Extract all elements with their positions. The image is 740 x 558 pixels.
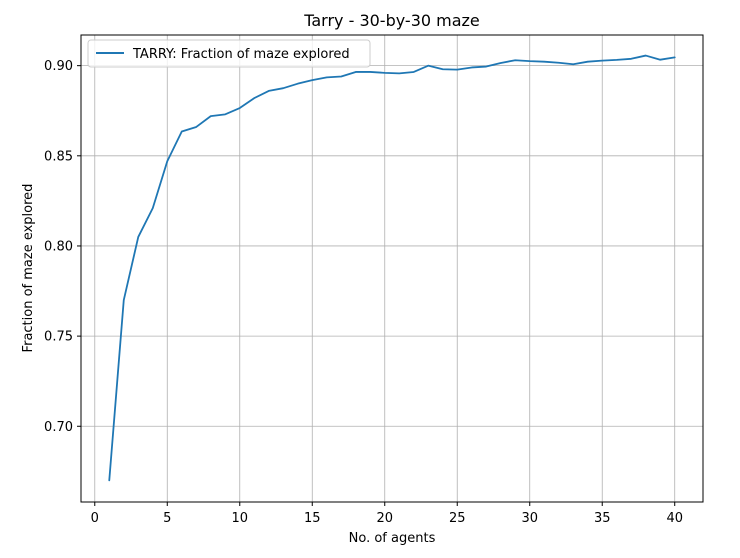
plot-area: 0 5 10 15 20 25 30 35 40 0.70 0.75 0.80 0.85 0.90 xyxy=(44,34,704,526)
x-tick-label: 30 xyxy=(521,511,538,526)
x-tick-label: 25 xyxy=(449,511,466,526)
x-axis-label: No. of agents xyxy=(349,531,436,546)
y-axis-label: Fraction of maze explored xyxy=(21,184,36,353)
y-tick-label: 0.80 xyxy=(44,239,73,254)
y-tick-label: 0.90 xyxy=(44,59,73,74)
x-tick-label: 5 xyxy=(163,511,171,526)
y-tick-label: 0.85 xyxy=(44,149,73,164)
legend-label: TARRY: Fraction of maze explored xyxy=(132,47,350,62)
grid-lines xyxy=(81,35,703,502)
legend-box xyxy=(87,39,371,68)
x-tick-label: 15 xyxy=(304,511,321,526)
y-axis: 0.70 0.75 0.80 0.85 0.90 xyxy=(44,59,81,435)
x-tick-label: 20 xyxy=(376,511,393,526)
x-tick-label: 10 xyxy=(231,511,248,526)
x-tick-label: 0 xyxy=(91,511,99,526)
y-tick-label: 0.75 xyxy=(44,330,73,345)
y-tick-label: 0.70 xyxy=(44,420,73,435)
x-tick-label: 35 xyxy=(594,511,611,526)
x-tick-label: 40 xyxy=(666,511,683,526)
plot-frame xyxy=(80,34,704,503)
x-axis: 0 5 10 15 20 25 30 35 40 xyxy=(91,502,683,526)
legend: TARRY: Fraction of maze explored xyxy=(87,39,371,68)
chart-title: Tarry - 30-by-30 maze xyxy=(303,11,480,30)
series-layer xyxy=(108,54,676,482)
series-line xyxy=(108,54,676,482)
